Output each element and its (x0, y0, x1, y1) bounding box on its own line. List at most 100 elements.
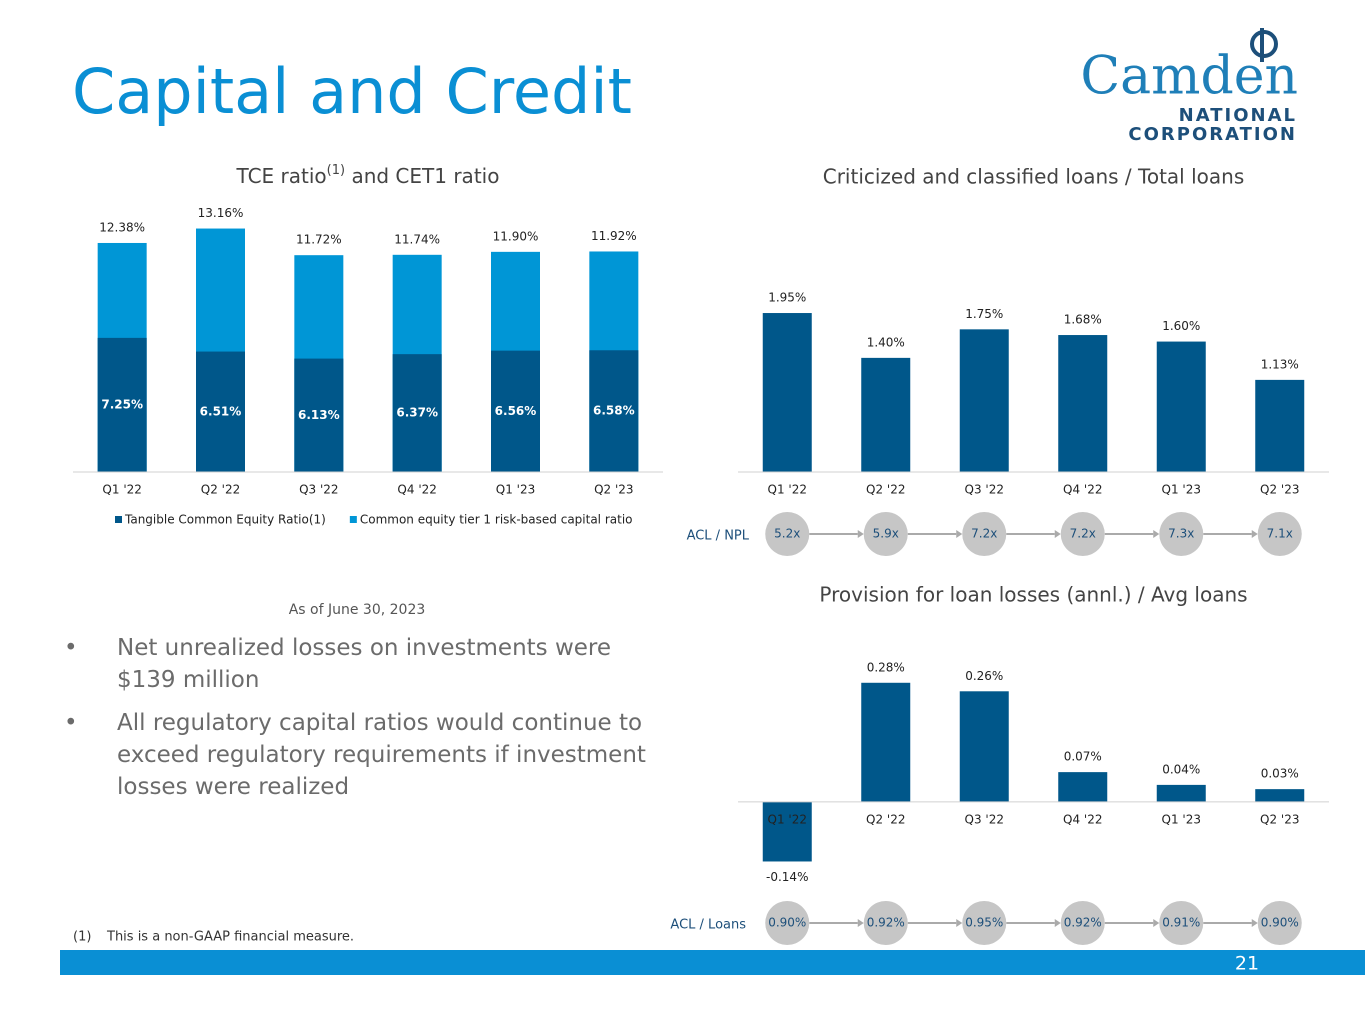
ratio-badge (1159, 901, 1204, 945)
bar (392, 354, 442, 472)
arrow-head (1251, 919, 1258, 927)
note: As of June 30, 2023 (289, 602, 426, 618)
chart-title-part: TCE ratio (236, 164, 327, 188)
data-label: 6.51% (200, 404, 242, 418)
legend-swatch (349, 516, 357, 523)
data-label: 7.25% (101, 397, 143, 411)
x-tick-label: Q1 '22 (768, 812, 807, 826)
data-label: -0.14% (766, 870, 808, 884)
data-label: 6.58% (593, 404, 635, 418)
x-tick-label: Q3 '22 (965, 483, 1004, 497)
ratio-value: 7.2x (971, 527, 997, 541)
x-tick-label: Q3 '22 (299, 483, 338, 497)
x-tick-label: Q3 '22 (965, 812, 1004, 826)
arrow-head (857, 919, 864, 927)
bar (1058, 772, 1108, 802)
ratio-value: 7.1x (1267, 527, 1293, 541)
chart-title: Criticized and classified loans / Total … (823, 165, 1245, 189)
data-label: 11.90% (493, 229, 539, 243)
bar (1255, 789, 1305, 802)
data-label: 6.13% (298, 408, 340, 422)
data-label: 0.26% (965, 669, 1003, 683)
bar (762, 801, 812, 862)
bar (97, 337, 147, 472)
arrow-head (1054, 530, 1061, 538)
ratio-badge (765, 512, 810, 556)
bar (959, 691, 1009, 802)
ratio-badge (765, 901, 810, 945)
bullet-list: Net unrealized losses on investments wer… (62, 632, 652, 814)
ratio-value: 0.90% (768, 916, 806, 930)
ratio-badge (863, 512, 908, 556)
logo-name: Camden (1080, 47, 1298, 107)
arrow-head (956, 530, 963, 538)
x-tick-label: Q2 '23 (1260, 812, 1299, 826)
data-label: 6.37% (396, 406, 438, 420)
bar (959, 329, 1009, 472)
x-tick-label: Q4 '22 (1063, 483, 1102, 497)
arrow-head (956, 919, 963, 927)
x-tick-label: Q4 '22 (1063, 812, 1102, 826)
x-tick-label: Q2 '22 (866, 812, 905, 826)
bar (762, 313, 812, 472)
data-label: 12.38% (99, 220, 145, 234)
chart-title: TCE ratio(1) and CET1 ratio (236, 163, 500, 188)
bar (861, 357, 911, 472)
x-tick-label: Q2 '23 (594, 483, 633, 497)
ratio-value: 0.91% (1162, 916, 1200, 930)
arrow-head (1251, 530, 1258, 538)
data-label: 0.03% (1261, 767, 1299, 781)
ratio-value: 0.95% (965, 916, 1003, 930)
data-label: 1.60% (1162, 319, 1200, 333)
data-label: 1.68% (1064, 313, 1102, 327)
chart-title-part: and CET1 ratio (345, 164, 499, 188)
data-label: 0.28% (867, 660, 905, 674)
ratio-value: 5.9x (873, 527, 899, 541)
ratio-value: 0.90% (1261, 916, 1299, 930)
footer-bar (60, 950, 1365, 975)
bar (294, 358, 344, 472)
slide-title: Capital and Credit (72, 55, 632, 128)
ratio-badge (1159, 512, 1204, 556)
ratio-value: 0.92% (1064, 916, 1102, 930)
x-tick-label: Q1 '22 (768, 483, 807, 497)
arrow-head (857, 530, 864, 538)
bullet: Net unrealized losses on investments wer… (62, 632, 652, 696)
ratio-label: ACL / NPL (687, 529, 750, 544)
footnote-marker: (1) (73, 930, 91, 945)
ratio-label: ACL / Loans (670, 918, 746, 933)
bar (861, 682, 911, 802)
bullet: All regulatory capital ratios would cont… (62, 707, 652, 803)
logo-line: NATIONAL (1179, 105, 1297, 126)
data-label: 1.13% (1261, 357, 1299, 371)
ratio-badge (1257, 512, 1302, 556)
legend-label: Tangible Common Equity Ratio(1) (124, 513, 326, 527)
bar (491, 350, 540, 472)
arrow-head (1153, 530, 1160, 538)
logo-line: CORPORATION (1128, 124, 1297, 145)
bar (589, 350, 639, 472)
bar (1058, 335, 1108, 472)
arrow-head (1054, 919, 1061, 927)
bar (1156, 784, 1206, 802)
x-tick-label: Q1 '23 (496, 483, 535, 497)
x-tick-label: Q2 '22 (866, 483, 905, 497)
ratio-badge (962, 901, 1007, 945)
arrow-head (1153, 919, 1160, 927)
chart-title: Provision for loan losses (annl.) / Avg … (819, 583, 1247, 607)
data-label: 13.16% (198, 206, 244, 220)
data-label: 6.56% (495, 404, 537, 418)
ratio-badge (863, 901, 908, 945)
ratio-value: 0.92% (867, 916, 905, 930)
bar (1255, 379, 1305, 472)
ratio-badge (1257, 901, 1302, 945)
data-label: 11.92% (591, 229, 637, 243)
x-tick-label: Q2 '22 (201, 483, 240, 497)
ratio-badge (1060, 901, 1105, 945)
ratio-badge (1060, 512, 1105, 556)
logo: Camden NATIONAL CORPORATION (1080, 28, 1298, 145)
data-label: 1.95% (768, 291, 806, 305)
data-label: 1.40% (867, 335, 905, 349)
data-label: 11.74% (394, 232, 440, 246)
